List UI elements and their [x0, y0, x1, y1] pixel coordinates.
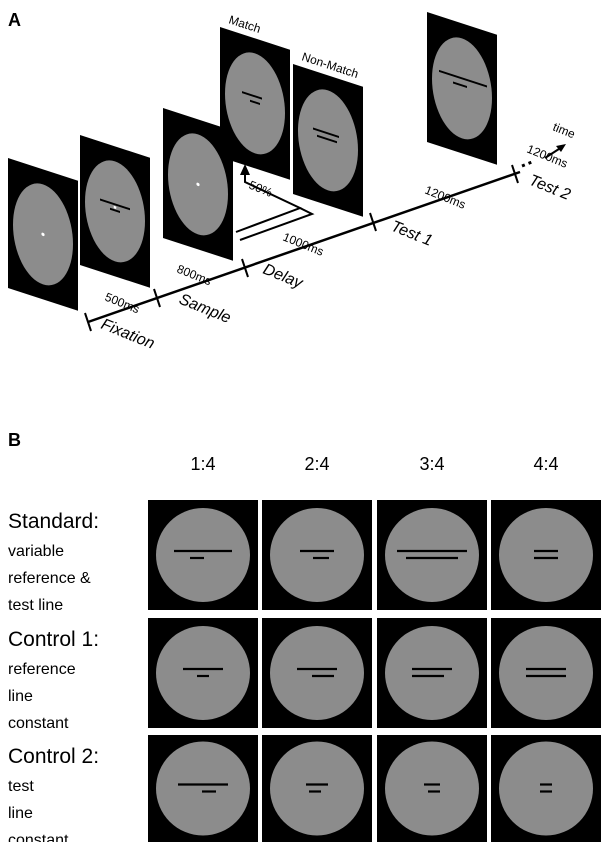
- duration-label: 1000ms: [281, 230, 326, 259]
- event-label: Sample: [177, 291, 234, 327]
- figure: A B 50% 1:4 2:4 3:4 4:4 Standard: variable ref…: [0, 0, 608, 842]
- branch-arrow: [236, 172, 300, 232]
- event-label: Test 1: [389, 218, 435, 250]
- row-title: Control 2:: [8, 745, 99, 768]
- stimulus-disc: [499, 742, 593, 836]
- column-header: 1:4: [190, 454, 215, 474]
- column-header: 2:4: [304, 454, 329, 474]
- stimulus-frame: [220, 27, 290, 180]
- stimulus-disc: [270, 742, 364, 836]
- stimulus-disc: [499, 626, 593, 720]
- panel-label: A: [8, 10, 21, 30]
- row-description: test line: [8, 597, 63, 614]
- axis-label: time: [551, 120, 578, 142]
- stimulus-disc: [385, 626, 479, 720]
- row-description: line: [8, 805, 33, 822]
- event-label: Delay: [261, 261, 306, 292]
- duration-label: 1200ms: [423, 183, 468, 212]
- stimulus-disc: [385, 508, 479, 602]
- column-header: 3:4: [419, 454, 444, 474]
- row-description: test: [8, 778, 34, 795]
- row-description: variable: [8, 543, 64, 560]
- stimulus-disc: [156, 626, 250, 720]
- row-description: reference &: [8, 570, 91, 587]
- stimulus-frame: [8, 158, 78, 311]
- stimulus-disc: [270, 626, 364, 720]
- event-label: Fixation: [99, 316, 157, 353]
- stimulus-disc: [270, 508, 364, 602]
- duration-label: 500ms: [103, 290, 142, 316]
- branch-label: 50%: [247, 178, 275, 200]
- row-title: Control 1:: [8, 628, 99, 651]
- stimulus-disc: [499, 508, 593, 602]
- row-description: line: [8, 688, 33, 705]
- stimulus-frame: [427, 12, 497, 165]
- event-label: Test 2: [527, 172, 573, 204]
- row-description: constant: [8, 832, 69, 842]
- stimulus-disc: [385, 742, 479, 836]
- row-description: reference: [8, 661, 76, 678]
- column-header: 4:4: [533, 454, 558, 474]
- stimulus-frame: [80, 135, 150, 288]
- row-description: constant: [8, 715, 69, 732]
- row-title: Standard:: [8, 510, 99, 533]
- stimulus-frame: [293, 64, 363, 217]
- panel-label: B: [8, 430, 21, 450]
- stimulus-disc: [156, 742, 250, 836]
- timeline-dots: [522, 162, 532, 166]
- stimulus-disc: [156, 508, 250, 602]
